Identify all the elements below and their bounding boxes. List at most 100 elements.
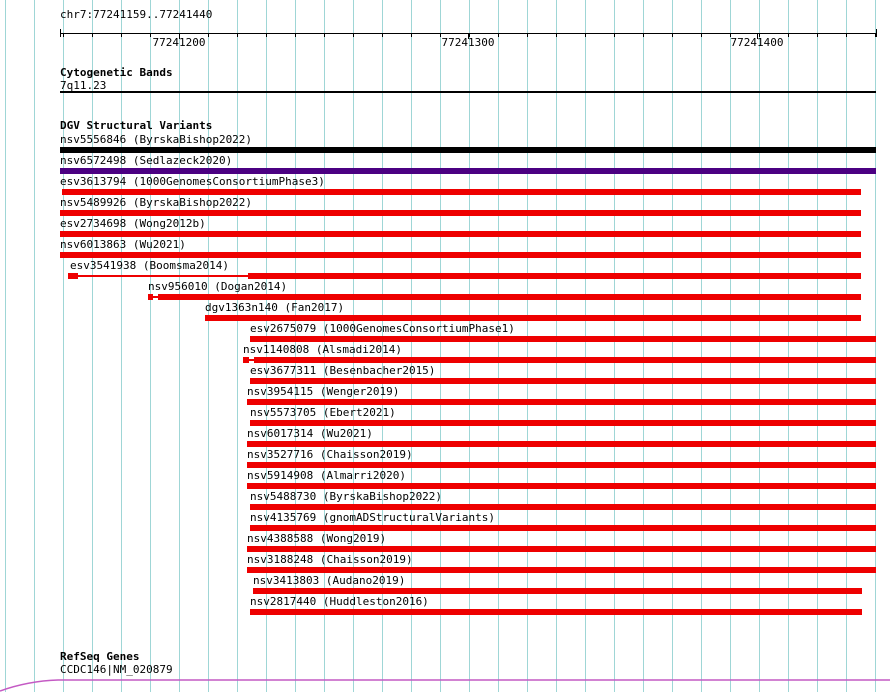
variant-label[interactable]: dgv1363n140 (Fan2017) [205,301,345,314]
variant-row: nsv3413803 (Audano2019) [0,575,890,596]
ruler-minor-tick [672,34,673,37]
variant-label[interactable]: nsv5914908 (Almarri2020) [247,469,406,482]
variant-label[interactable]: nsv5488730 (ByrskaBishop2022) [250,490,443,503]
variant-label[interactable]: nsv6572498 (Sedlazeck2020) [60,154,233,167]
ruler-minor-tick [353,34,354,37]
ruler-minor-tick [324,34,325,37]
variant-label[interactable]: esv2675079 (1000GenomesConsortiumPhase1) [250,322,515,335]
variant-bar[interactable] [253,588,862,594]
variant-label[interactable]: nsv4135769 (gnomADStructuralVariants) [250,511,496,524]
variant-row: esv2675079 (1000GenomesConsortiumPhase1) [0,323,890,344]
variant-row: nsv5573705 (Ebert2021) [0,407,890,428]
gene-line[interactable] [0,679,890,692]
variant-row: esv3541938 (Boomsma2014) [0,260,890,281]
variant-bar[interactable] [250,525,876,531]
variant-row: nsv5914908 (Almarri2020) [0,470,890,491]
cytoband-bar[interactable] [60,91,876,93]
variant-label[interactable]: esv3541938 (Boomsma2014) [70,259,229,272]
ruler-minor-tick [875,34,876,37]
variant-bar[interactable] [60,231,861,237]
variant-bar[interactable] [248,273,861,279]
cytoband-label: 7q11.23 [60,79,107,92]
variant-bar[interactable] [250,336,876,342]
variant-row: nsv1140808 (Alsmadi2014) [0,344,890,365]
variant-bar[interactable] [247,546,876,552]
variant-label[interactable]: nsv6013863 (Wu2021) [60,238,186,251]
variant-bar[interactable] [148,294,153,300]
ruler-major-tick [757,34,758,39]
variant-row: nsv4388588 (Wong2019) [0,533,890,554]
variant-bar[interactable] [247,483,876,489]
variant-bar[interactable] [247,567,876,573]
ruler-minor-tick [92,34,93,37]
variant-row: nsv6017314 (Wu2021) [0,428,890,449]
cytobands-heading: Cytogenetic Bands [60,66,173,79]
variant-label[interactable]: esv2734698 (Wong2012b) [60,217,206,230]
variant-label[interactable]: nsv4388588 (Wong2019) [247,532,387,545]
variant-bar[interactable] [247,441,876,447]
variant-bar[interactable] [250,420,876,426]
variant-label[interactable]: nsv956010 (Dogan2014) [148,280,288,293]
variant-bar[interactable] [68,273,78,279]
variant-row: nsv3188248 (Chaisson2019) [0,554,890,575]
variant-row: nsv6572498 (Sedlazeck2020) [0,155,890,176]
variant-label[interactable]: nsv3527716 (Chaisson2019) [247,448,413,461]
variant-bar[interactable] [60,210,861,216]
variant-label[interactable]: nsv6017314 (Wu2021) [247,427,373,440]
variant-bar[interactable] [250,504,876,510]
ruler-minor-tick [846,34,847,37]
variant-row: nsv3954115 (Wenger2019) [0,386,890,407]
variant-bar[interactable] [250,378,876,384]
ruler-minor-tick [63,34,64,37]
ruler-minor-tick [643,34,644,37]
gene-model[interactable] [0,672,890,692]
ruler-minor-tick [585,34,586,37]
variant-label[interactable]: nsv3188248 (Chaisson2019) [247,553,413,566]
gene-label[interactable]: CCDC146|NM_020879 [60,663,173,676]
ruler-line [60,33,876,34]
ruler-minor-tick [527,34,528,37]
variant-bar[interactable] [247,462,876,468]
variant-label[interactable]: nsv3954115 (Wenger2019) [247,385,400,398]
ruler-minor-tick [266,34,267,37]
variant-row: esv2734698 (Wong2012b) [0,218,890,239]
variant-label[interactable]: esv3677311 (Besenbacher2015) [250,364,436,377]
ruler-minor-tick [730,34,731,37]
ruler-end-tick [60,29,61,37]
ruler-major-tick [468,34,469,39]
variant-row: nsv4135769 (gnomADStructuralVariants) [0,512,890,533]
ruler-tick-label: 77241300 [441,36,495,49]
variant-row: nsv956010 (Dogan2014) [0,281,890,302]
region-title: chr7:77241159..77241440 [60,8,213,21]
variant-bar[interactable] [60,168,876,174]
variant-bar[interactable] [247,399,876,405]
variant-label[interactable]: nsv3413803 (Audano2019) [253,574,406,587]
variant-bar[interactable] [254,357,876,363]
variant-bar[interactable] [158,294,861,300]
variant-bar[interactable] [205,315,861,321]
variant-label[interactable]: nsv1140808 (Alsmadi2014) [243,343,402,356]
ruler-minor-tick [469,34,470,37]
ruler-minor-tick [382,34,383,37]
variant-label[interactable]: nsv5489926 (ByrskaBishop2022) [60,196,253,209]
variant-label[interactable]: esv3613794 (1000GenomesConsortiumPhase3) [60,175,325,188]
variant-row: esv3677311 (Besenbacher2015) [0,365,890,386]
variant-bar[interactable] [62,189,861,195]
variant-bar[interactable] [250,609,862,615]
ruler-minor-tick [411,34,412,37]
variant-label[interactable]: nsv2817440 (Huddleston2016) [250,595,429,608]
variant-bar[interactable] [60,147,876,153]
variant-row: nsv5488730 (ByrskaBishop2022) [0,491,890,512]
ruler-tick-label: 77241200 [152,36,206,49]
ruler-minor-tick [759,34,760,37]
variant-bar[interactable] [243,357,249,363]
variant-label[interactable]: nsv5556846 (ByrskaBishop2022) [60,133,253,146]
ruler-minor-tick [208,34,209,37]
variant-bar[interactable] [60,252,861,258]
variant-connector [249,359,254,361]
ruler-minor-tick [556,34,557,37]
ruler-tick-label: 77241400 [730,36,784,49]
variant-label[interactable]: nsv5573705 (Ebert2021) [250,406,396,419]
